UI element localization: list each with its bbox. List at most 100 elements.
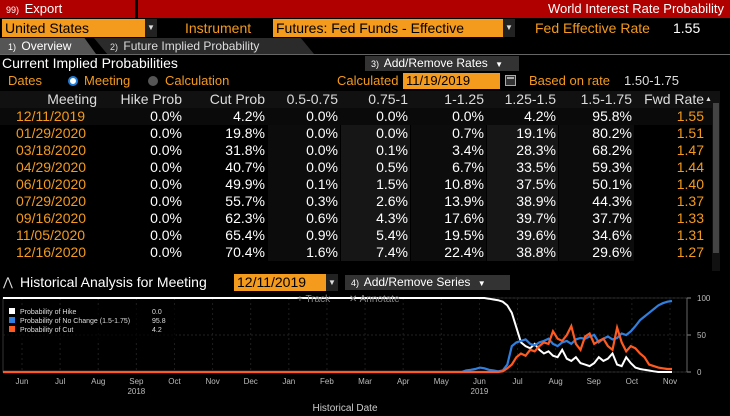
series-line [3, 297, 672, 373]
instrument-dropdown[interactable]: Futures: Fed Funds - Effective ▼ [273, 19, 515, 37]
x-tick-label: Apr [397, 377, 410, 386]
table-cell: 0.3% [306, 193, 338, 209]
column-header[interactable]: 1.5-1.75 [580, 91, 632, 107]
x-tick-label: Mar [358, 377, 372, 386]
table-row[interactable]: 03/18/2020 0.0% 31.8% 0.0% 0.1% 3.4% 28.3% 68.2… [0, 142, 714, 159]
table-cell: 3.4% [452, 142, 484, 158]
chevron-down-icon: ▼ [495, 60, 504, 69]
column-header[interactable]: Hike Prob [120, 91, 182, 107]
add-remove-rates-num: 3) [371, 59, 380, 69]
table-cell: 68.2% [592, 142, 632, 158]
tab-fip-num: 2) [110, 42, 119, 52]
table-cell: 0.6% [306, 210, 338, 226]
table-cell: 22.4% [444, 244, 484, 260]
column-header[interactable]: Meeting [47, 91, 97, 107]
column-header[interactable]: Cut Prob [209, 91, 265, 107]
table-cell: 0.0% [150, 210, 182, 226]
table-cell: 55.7% [225, 193, 265, 209]
table-cell: 19.1% [516, 125, 556, 141]
table-cell: 7.4% [376, 244, 408, 260]
export-button[interactable]: 99) Export [0, 0, 135, 18]
legend-swatch [9, 308, 15, 314]
table-row[interactable]: 04/29/2020 0.0% 40.7% 0.0% 0.5% 6.7% 33.5% 59.3… [0, 159, 714, 176]
table-row[interactable]: 09/16/2020 0.0% 62.3% 0.6% 4.3% 17.6% 39.7% 37.… [0, 210, 714, 227]
meeting-option-label[interactable]: Meeting [84, 73, 131, 88]
sort-arrow-icon[interactable]: ▲ [705, 96, 712, 103]
calculation-option-label[interactable]: Calculation [165, 73, 230, 88]
legend-background [6, 307, 176, 343]
table-cell: 49.9% [225, 176, 265, 192]
x-axis: Jun Jul Aug Sep Oct Nov Dec Jan Feb Mar Apr May Jun J… [16, 377, 678, 414]
calculation-radio[interactable] [148, 76, 158, 86]
table-cell: 50.1% [592, 176, 632, 192]
table-cell: 0.0% [150, 176, 182, 192]
x-tick-label: Jul [512, 377, 522, 386]
table-scrollbar[interactable] [712, 91, 720, 271]
calendar-icon[interactable] [505, 75, 516, 86]
meeting-date-dropdown[interactable]: 12/11/2019 ▼ [234, 274, 338, 291]
tab-overview-label: Overview [21, 39, 72, 53]
scroll-thumb[interactable] [713, 103, 719, 253]
country-dropdown[interactable]: United States ▼ [2, 19, 157, 37]
table-cell: 4.2% [233, 108, 265, 124]
tab-overview[interactable]: 1) Overview [0, 38, 96, 54]
calculated-date-field[interactable]: 11/19/2019 [403, 73, 500, 89]
table-cell: 31.8% [225, 142, 265, 158]
column-header[interactable]: 0.75-1 [368, 91, 408, 107]
chevron-down-icon[interactable]: ▼ [145, 19, 157, 37]
meeting-date-cell: 09/16/2020 [16, 210, 87, 226]
table-cell: 1.31 [676, 227, 704, 243]
table-cell: 0.0% [150, 108, 182, 124]
chevron-down-icon[interactable]: ▼ [326, 274, 338, 291]
x-tick-label: Oct [626, 377, 639, 386]
chart-series [3, 297, 673, 374]
year-label: 2019 [471, 387, 489, 396]
section-title: Current Implied Probabilities [2, 55, 178, 71]
x-axis-title: Historical Date [312, 403, 377, 414]
column-header[interactable]: 0.5-0.75 [286, 91, 338, 107]
table-cell: 0.9% [306, 227, 338, 243]
selector-row: United States ▼ Instrument Futures: Fed … [0, 18, 730, 38]
table-row[interactable]: 07/29/2020 0.0% 55.7% 0.3% 2.6% 13.9% 38.9% 44.… [0, 193, 714, 210]
table-row[interactable]: 11/05/2020 0.0% 65.4% 0.9% 5.4% 19.5% 39.6% 34.… [0, 227, 714, 244]
annotate-button[interactable]: ✕ Annotate [349, 294, 400, 305]
meeting-date-cell: 04/29/2020 [16, 159, 87, 175]
add-remove-rates-button[interactable]: 3) Add/Remove Rates ▼ [365, 56, 519, 71]
table-cell: 19.5% [444, 227, 484, 243]
legend-swatch [9, 317, 15, 323]
table-cell: 62.3% [225, 210, 265, 226]
chevron-down-icon[interactable]: ▼ [503, 19, 515, 37]
table-row[interactable]: 12/16/2020 0.0% 70.4% 1.6% 7.4% 22.4% 38.8% 29.… [0, 244, 714, 261]
column-header[interactable]: Fwd Rate [644, 91, 704, 107]
table-cell: 1.40 [676, 176, 704, 192]
table-row[interactable]: 06/10/2020 0.0% 49.9% 0.1% 1.5% 10.8% 37.5% 50.… [0, 176, 714, 193]
add-remove-series-button[interactable]: 4) Add/Remove Series ▼ [345, 275, 510, 290]
table-cell: 0.0% [376, 108, 408, 124]
chevron-down-icon: ▼ [477, 279, 486, 288]
table-cell: 17.6% [444, 210, 484, 226]
series-line [3, 322, 672, 374]
window-title: World Interest Rate Probability [138, 0, 730, 18]
tab-future-implied-probability[interactable]: 2) Future Implied Probability [94, 38, 314, 54]
legend-label: Probability of No Change (1.5-1.75) [20, 318, 130, 325]
table-cell: 2.6% [376, 193, 408, 209]
column-header[interactable]: 1.25-1.5 [504, 91, 556, 107]
table-cell: 70.4% [225, 244, 265, 260]
country-value: United States [5, 20, 90, 36]
table-row[interactable]: 01/29/2020 0.0% 19.8% 0.0% 0.0% 0.7% 19.1% 80.2… [0, 125, 714, 142]
table-cell: 38.8% [516, 244, 556, 260]
table-cell: 0.0% [150, 142, 182, 158]
table-cell: 1.27 [676, 244, 704, 260]
x-tick-label: Aug [549, 377, 563, 386]
table-cell: 0.1% [376, 142, 408, 158]
table-cell: 1.37 [676, 193, 704, 209]
column-header[interactable]: 1-1.25 [444, 91, 484, 107]
table-cell: 65.4% [225, 227, 265, 243]
x-tick-label: Jun [16, 377, 29, 386]
table-row[interactable]: 12/11/2019 0.0% 4.2% 0.0% 0.0% 0.0% 4.2% 95.8% 1… [0, 108, 714, 125]
table-cell: 1.44 [676, 159, 704, 175]
historical-chart[interactable]: + Track ✕ Annotate Probability of Hike 0.… [0, 292, 730, 416]
meeting-radio[interactable] [68, 76, 78, 86]
track-button[interactable]: + Track [297, 294, 331, 305]
collapse-icon[interactable]: ⋀ [3, 275, 13, 289]
